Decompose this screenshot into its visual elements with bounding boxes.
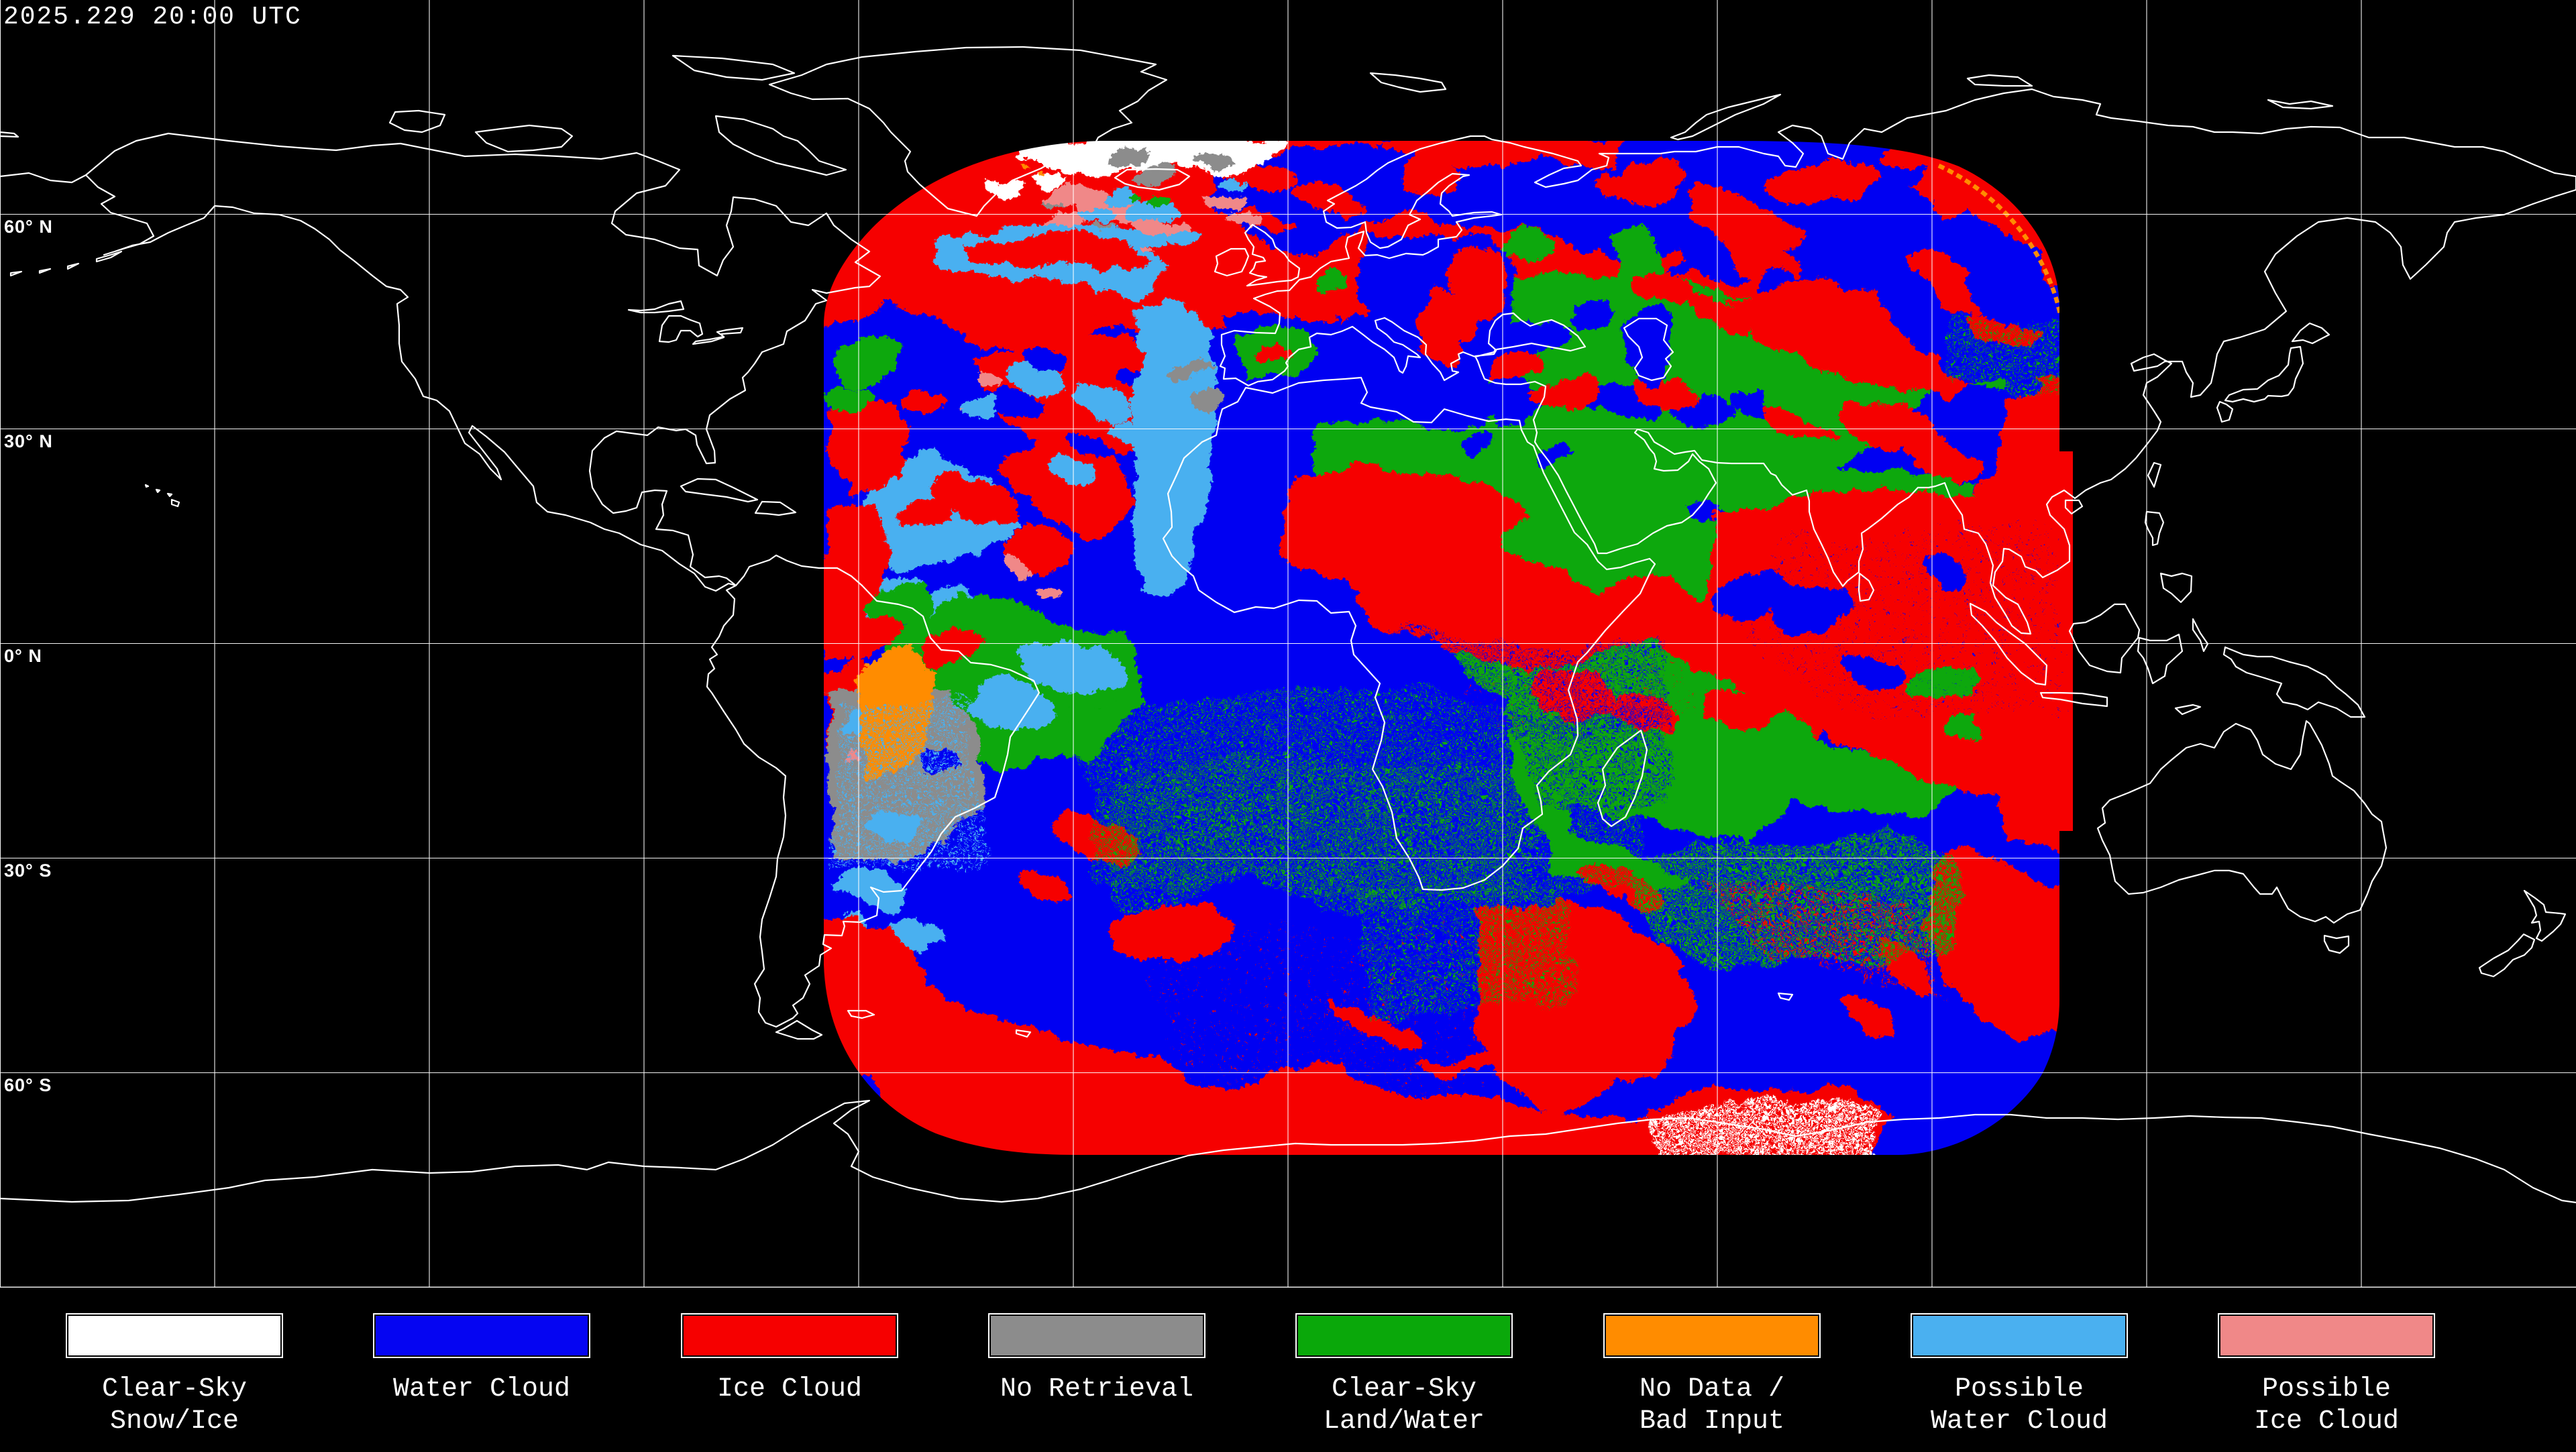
svg-text:Bad Input: Bad Input	[1640, 1406, 1784, 1437]
svg-text:Land/Water: Land/Water	[1324, 1406, 1485, 1437]
svg-text:Snow/Ice: Snow/Ice	[110, 1406, 239, 1437]
svg-text:Clear-Sky: Clear-Sky	[102, 1374, 247, 1404]
svg-text:Clear-Sky: Clear-Sky	[1332, 1374, 1477, 1404]
svg-text:0° N: 0° N	[4, 646, 42, 666]
svg-text:60° S: 60° S	[4, 1075, 52, 1095]
svg-text:60° N: 60° N	[4, 217, 53, 237]
svg-text:No Retrieval: No Retrieval	[1000, 1374, 1193, 1404]
svg-text:Ice Cloud: Ice Cloud	[2254, 1406, 2399, 1437]
svg-text:Water Cloud: Water Cloud	[393, 1374, 570, 1404]
svg-text:30° S: 30° S	[4, 860, 52, 881]
svg-text:Ice Cloud: Ice Cloud	[717, 1374, 862, 1404]
svg-text:Possible: Possible	[2262, 1374, 2391, 1404]
svg-text:Water Cloud: Water Cloud	[1931, 1406, 2108, 1437]
svg-text:30° N: 30° N	[4, 431, 53, 451]
svg-text:Possible: Possible	[1955, 1374, 2084, 1404]
svg-text:No Data /: No Data /	[1640, 1374, 1784, 1404]
svg-text:2025.229 20:00 UTC: 2025.229 20:00 UTC	[3, 3, 302, 32]
